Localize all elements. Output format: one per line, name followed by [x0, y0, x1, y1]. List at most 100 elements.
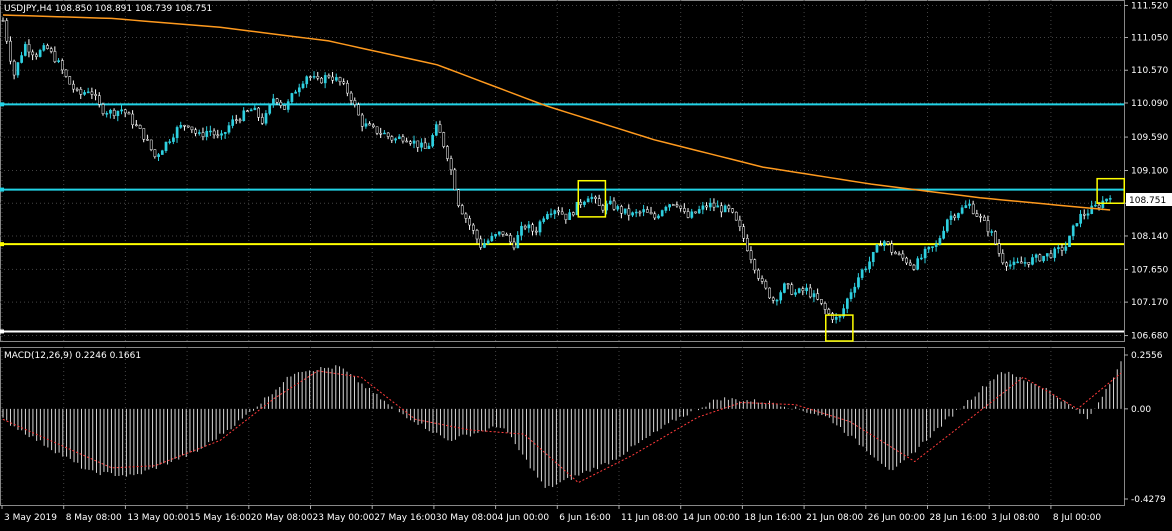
candle-body: [409, 141, 412, 144]
highlight-boxes: [577, 177, 1126, 342]
candle-body: [783, 283, 786, 293]
level-marker: [0, 102, 4, 107]
candle-body: [390, 136, 394, 141]
candle-body: [849, 292, 853, 299]
candle-body: [886, 241, 890, 245]
candle-body: [323, 75, 327, 84]
candle-body: [9, 40, 12, 62]
candle-body: [360, 114, 364, 127]
candle-body: [842, 308, 845, 317]
candle-body: [820, 299, 823, 304]
candle-body: [257, 107, 260, 118]
candle-body: [553, 210, 557, 215]
candle-body: [60, 60, 64, 71]
candle-body: [686, 211, 690, 218]
candle-body: [982, 216, 986, 221]
candle-body: [857, 277, 860, 288]
candle-body: [86, 91, 90, 94]
candle-body: [135, 124, 138, 127]
candle-body: [309, 76, 312, 78]
candle-body: [557, 210, 560, 213]
candle-body: [183, 124, 186, 127]
candle-body: [42, 45, 46, 51]
candle-body: [571, 212, 575, 216]
candle-body: [494, 234, 497, 237]
candle-body: [5, 20, 9, 42]
macd-histogram: [2, 361, 1122, 488]
candle-body: [1079, 213, 1082, 224]
candle-body: [1027, 262, 1031, 265]
candle-body: [994, 231, 997, 245]
candle-body: [668, 204, 671, 208]
candle-body: [123, 109, 127, 114]
candle-body: [242, 110, 246, 121]
candle-body: [516, 235, 520, 249]
candle-body: [349, 92, 353, 101]
candle-body: [790, 284, 794, 295]
candle-body: [890, 243, 894, 253]
candle-body: [501, 231, 505, 235]
price-tick-label: 107.170: [1131, 298, 1168, 308]
macd-tick-label: 0.00: [1131, 405, 1151, 415]
candle-body: [212, 130, 216, 136]
candle-body: [975, 213, 979, 217]
candle-body: [12, 60, 16, 76]
candle-body: [586, 198, 590, 203]
candle-body: [249, 109, 253, 112]
candle-body: [464, 213, 468, 219]
candle-body: [138, 125, 142, 129]
candle-body: [316, 76, 320, 79]
candle-body: [694, 211, 697, 214]
candle-body: [801, 288, 805, 292]
price-tick-label: 111.050: [1131, 34, 1168, 44]
candle-body: [172, 137, 175, 142]
candle-body: [394, 138, 397, 141]
candle-body: [38, 50, 42, 57]
candle-body: [838, 316, 842, 318]
candle-body: [583, 201, 586, 205]
candle-body: [738, 219, 742, 227]
candle-body: [149, 139, 153, 150]
candle-body: [142, 128, 146, 140]
macd-tick-label: 0.2556: [1131, 351, 1163, 361]
candle-body: [768, 287, 771, 299]
candle-body: [894, 252, 897, 255]
axes-layer: 111.520 111.050 110.570 110.090 109.590 109.1…: [1, 1, 1168, 523]
candle-body: [771, 297, 775, 301]
candle-body: [746, 238, 749, 251]
candle-body: [27, 44, 31, 53]
price-tick-label: 108.140: [1131, 232, 1168, 242]
candle-body: [268, 104, 272, 114]
candle-body: [164, 141, 168, 151]
candle-body: [231, 119, 235, 126]
candle-body: [197, 132, 201, 134]
candle-body: [864, 268, 868, 271]
candle-body: [945, 219, 949, 232]
candle-body: [705, 205, 708, 208]
candle-body: [1071, 225, 1075, 237]
candle-body: [383, 132, 386, 135]
candle-body: [546, 214, 549, 219]
candle-body: [920, 257, 923, 260]
candle-body: [653, 213, 657, 219]
candle-body: [960, 207, 964, 214]
candle-body: [512, 241, 516, 249]
candle-body: [675, 204, 679, 207]
candle-body: [320, 77, 323, 84]
current-price-label: 108.751: [1129, 196, 1166, 206]
candle-body: [146, 139, 149, 141]
price-panel-frame: [0, 0, 1125, 342]
candle-body: [1064, 246, 1068, 251]
candle-body: [971, 203, 975, 214]
time-tick-label: 15 May 16:00: [189, 513, 251, 523]
candle-body: [342, 81, 346, 84]
candle-body: [79, 89, 83, 95]
candle-body: [927, 246, 931, 250]
candle-body: [845, 298, 849, 309]
price-tick-label: 107.650: [1131, 265, 1168, 275]
candle-body: [560, 211, 564, 215]
price-tick-label: 106.680: [1131, 332, 1168, 342]
candle-body: [905, 257, 908, 264]
candle-body: [660, 210, 664, 217]
